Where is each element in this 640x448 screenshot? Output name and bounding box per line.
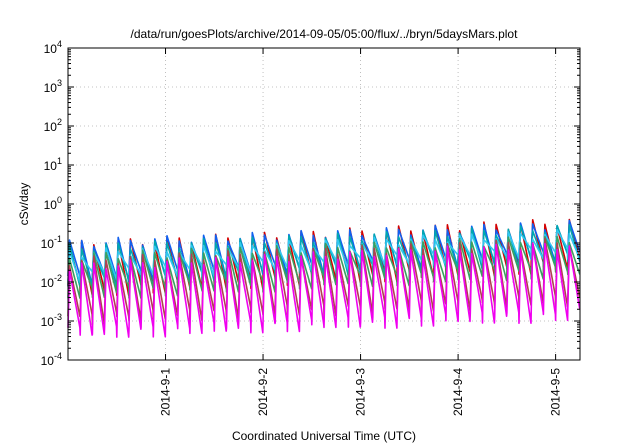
series-lines bbox=[67, 218, 581, 338]
y-tick-label: 102 bbox=[44, 117, 62, 134]
y-tick-label: 10-2 bbox=[41, 273, 62, 290]
series-line bbox=[67, 242, 581, 338]
plot-frame bbox=[67, 47, 581, 361]
y-tick-label: 104 bbox=[44, 39, 62, 56]
x-axis-ticks: 2014-9-1 2014-9-2 2014-9-3 2014-9-4 2014-9-5 bbox=[159, 48, 563, 416]
y-tick-label: 101 bbox=[44, 156, 62, 173]
y-axis-label: cSv/day bbox=[17, 183, 31, 226]
x-tick-label: 2014-9-4 bbox=[451, 368, 465, 416]
y-tick-label: 10-1 bbox=[41, 234, 62, 251]
y-tick-label: 10-3 bbox=[41, 312, 62, 329]
y-tick-label: 10-4 bbox=[41, 351, 62, 368]
y-tick-label: 103 bbox=[44, 78, 62, 95]
x-tick-label: 2014-9-2 bbox=[256, 368, 270, 416]
x-tick-label: 2014-9-5 bbox=[549, 368, 563, 416]
x-tick-label: 2014-9-3 bbox=[354, 368, 368, 416]
chart-title: /data/run/goesPlots/archive/2014-09-05/0… bbox=[131, 27, 519, 41]
x-tick-label: 2014-9-1 bbox=[159, 368, 173, 416]
x-axis-label: Coordinated Universal Time (UTC) bbox=[232, 429, 416, 443]
y-axis-ticks: 10-4 10-3 10-2 10-1 100 101 102 103 104 bbox=[41, 39, 580, 368]
y-tick-label: 100 bbox=[44, 195, 62, 212]
series-line bbox=[67, 229, 581, 284]
series-line bbox=[67, 235, 581, 299]
